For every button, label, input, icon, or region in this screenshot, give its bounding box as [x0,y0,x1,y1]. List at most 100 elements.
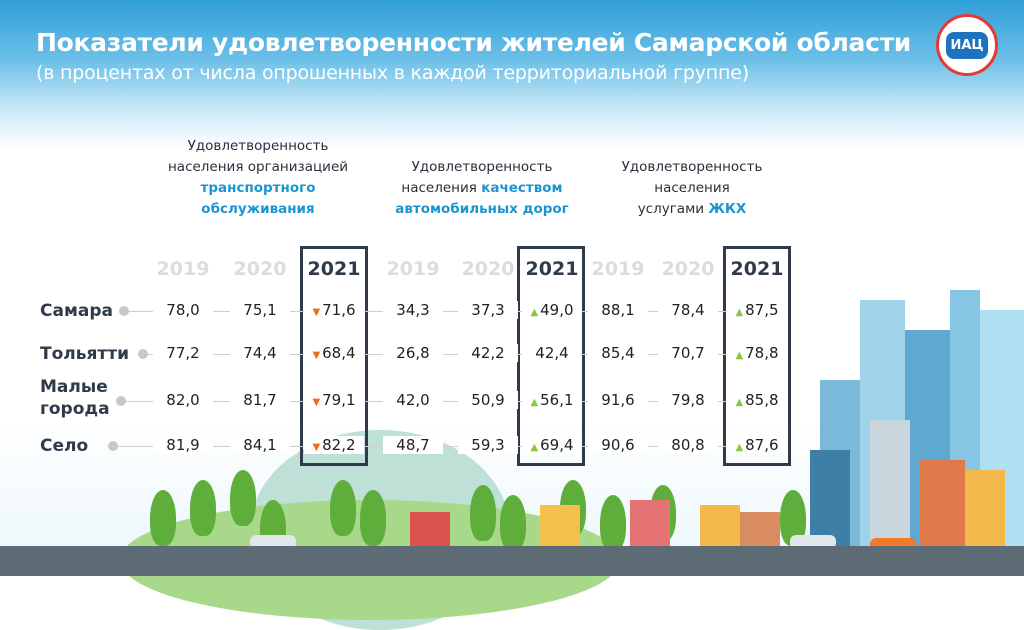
row-line [123,311,770,312]
cell-value: 90,6 [588,436,648,454]
cell-value: 26,8 [383,344,443,362]
cell-text: 75,1 [243,301,277,319]
row-label: Тольятти [40,344,130,364]
cell-text: 85,8 [745,391,779,409]
row-label: Село [40,436,89,456]
house-decoration [740,512,780,546]
row-line [120,401,770,402]
tree-decoration [600,495,626,551]
group-line: Удовлетворенность [411,159,553,175]
group-highlight: обслуживания [201,201,315,217]
year-header: 2021 [307,258,361,280]
cell-value: ▲ 85,8 [727,391,787,409]
group-highlight: ЖКХ [708,201,747,217]
cell-text: 48,7 [396,436,430,454]
cell-value: 91,6 [588,391,648,409]
cell-value: ▲ 87,5 [727,301,787,319]
cell-value: 34,3 [383,301,443,319]
cell-text: 82,2 [322,436,356,454]
current-year-highlight-box [300,246,368,466]
logo: ИАЦ [936,14,998,76]
trend-up-icon: ▲ [530,397,539,408]
cell-value: 37,3 [458,301,518,319]
cell-text: 82,0 [166,391,200,409]
page-subtitle: (в процентах от числа опрошенных в каждо… [36,62,749,84]
cell-text: 59,3 [471,436,505,454]
house-decoration [410,512,450,546]
year-header: 2019 [591,258,645,280]
road [0,546,1024,576]
trend-up-icon: ▲ [735,307,744,318]
cell-text: 87,5 [745,301,779,319]
group-line: услугами [637,201,709,217]
row-dot [119,306,129,316]
cell-text: 37,3 [471,301,505,319]
cell-text: 85,4 [601,344,635,362]
cell-value: 79,8 [658,391,718,409]
cell-value: 48,7 [383,436,443,454]
cell-text: 81,9 [166,436,200,454]
year-header: 2020 [233,258,287,280]
year-header: 2019 [156,258,210,280]
cell-text: 78,0 [166,301,200,319]
group-line: Удовлетворенность [621,159,763,175]
cell-value: ▼ 79,1 [304,391,364,409]
cell-value: 85,4 [588,344,648,362]
year-header: 2019 [386,258,440,280]
tree-decoration [190,480,216,536]
cell-value: 42,2 [458,344,518,362]
building-decoration [870,420,910,546]
cell-text: 81,7 [243,391,277,409]
car-decoration [790,535,836,549]
cell-text: 42,0 [396,391,430,409]
cell-text: 77,2 [166,344,200,362]
year-header: 2020 [461,258,515,280]
year-header: 2020 [661,258,715,280]
row-dot [138,349,148,359]
cell-text: 68,4 [322,344,356,362]
car-decoration [250,535,296,549]
group-header-transport: Удовлетворенность населения организацией… [148,136,368,220]
house-decoration [630,500,670,546]
trend-up-icon: ▲ [530,307,539,318]
house-decoration [700,505,740,546]
cell-text: 79,8 [671,391,705,409]
current-year-highlight-box [723,246,791,466]
group-highlight: качеством [481,180,563,196]
group-highlight: транспортного [200,180,316,196]
cell-value: ▼ 68,4 [304,344,364,362]
trend-down-icon: ▼ [312,442,321,453]
cell-value: 59,3 [458,436,518,454]
row-dot [116,396,126,406]
trend-up-icon: ▲ [735,442,744,453]
cell-text: 84,1 [243,436,277,454]
cell-text: 42,2 [471,344,505,362]
trend-up-icon: ▲ [735,397,744,408]
cell-text: 78,8 [745,344,779,362]
cell-text: 71,6 [322,301,356,319]
cell-value: 78,0 [153,301,213,319]
building-decoration [965,470,1005,546]
building-decoration [810,450,850,546]
cell-value: 81,7 [230,391,290,409]
row-label: Малые города [40,377,110,419]
cell-value: 82,0 [153,391,213,409]
logo-text: ИАЦ [946,31,988,59]
cell-value: 75,1 [230,301,290,319]
cell-value: 81,9 [153,436,213,454]
row-label: Самара [40,301,113,321]
page-title: Показатели удовлетворенности жителей Сам… [36,28,912,57]
cell-value: 78,4 [658,301,718,319]
cell-value: ▼ 82,2 [304,436,364,454]
tree-decoration [150,490,176,546]
group-line: населения организацией [167,159,349,175]
cell-text: 79,1 [322,391,356,409]
cell-text: 50,9 [471,391,505,409]
tree-decoration [330,480,356,536]
house-decoration [540,505,580,546]
tree-decoration [230,470,256,526]
cell-text: 91,6 [601,391,635,409]
cell-value: ▲ 49,0 [522,301,582,319]
cell-value: ▲ 56,1 [522,391,582,409]
cell-text: 80,8 [671,436,705,454]
